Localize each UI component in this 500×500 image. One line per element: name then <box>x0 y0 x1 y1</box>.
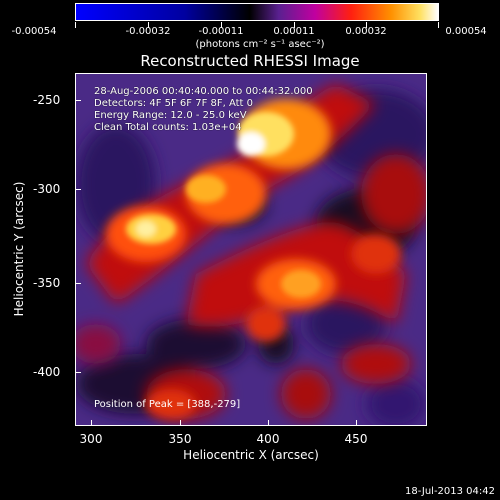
y-tick <box>75 189 81 190</box>
colorbar-tick-label: -0.00011 <box>198 26 244 37</box>
colorbar-tick <box>75 22 76 28</box>
rhessi-image <box>76 74 426 425</box>
time-range-text: 28-Aug-2006 00:40:40.000 to 00:44:32.000 <box>94 86 313 97</box>
x-tick <box>268 420 269 426</box>
colorbar-tick <box>221 22 222 28</box>
colorbar-tick <box>438 22 439 28</box>
colorbar-tick-label: 0.00032 <box>345 26 387 37</box>
colorbar <box>75 3 439 21</box>
rhessi-image-panel: 28-Aug-2006 00:40:40.000 to 00:44:32.000… <box>75 73 427 426</box>
colorbar-tick-label: -0.00054 <box>11 26 57 37</box>
timestamp: 18-Jul-2013 04:42 <box>404 486 495 497</box>
colorbar-tick-label: 0.00054 <box>445 26 487 37</box>
y-tick-label: -300 <box>33 182 61 196</box>
colorbar-tick <box>366 22 367 28</box>
y-tick-label: -250 <box>33 93 61 107</box>
colorbar-tick-label: -0.00032 <box>125 26 171 37</box>
colorbar-tick <box>148 22 149 28</box>
y-axis-label: Heliocentric Y (arcsec) <box>12 181 26 317</box>
peak-position-text: Position of Peak = [388,-279] <box>94 399 241 410</box>
colorbar-tick <box>294 22 295 28</box>
x-tick <box>180 420 181 426</box>
clean-counts-text: Clean Total counts: 1.03e+04 <box>94 122 242 133</box>
energy-range-text: Energy Range: 12.0 - 25.0 keV <box>94 110 247 121</box>
image-title: Reconstructed RHESSI Image <box>140 52 360 70</box>
x-axis-label: Heliocentric X (arcsec) <box>183 448 319 462</box>
x-tick-label: 350 <box>168 432 192 446</box>
y-tick <box>75 372 81 373</box>
y-tick-label: -400 <box>33 365 61 379</box>
x-tick <box>356 420 357 426</box>
colorbar-tick-label: 0.00011 <box>273 26 315 37</box>
detectors-text: Detectors: 4F 5F 6F 7F 8F, Att 0 <box>94 98 254 109</box>
y-tick <box>75 100 81 101</box>
y-tick-label: -350 <box>33 276 61 290</box>
y-tick <box>75 283 81 284</box>
x-tick-label: 300 <box>79 432 103 446</box>
colorbar-units: (photons cm⁻² s⁻¹ asec⁻²) <box>195 39 325 50</box>
x-tick <box>91 420 92 426</box>
colorbar-gradient <box>76 4 438 20</box>
x-tick-label: 450 <box>344 432 368 446</box>
x-tick-label: 400 <box>256 432 280 446</box>
